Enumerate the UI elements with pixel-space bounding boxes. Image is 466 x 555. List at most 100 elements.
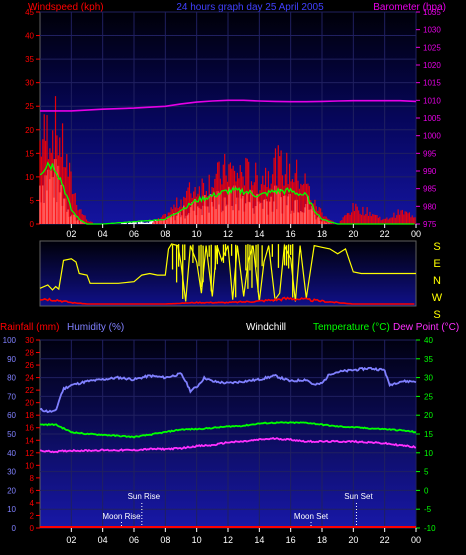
rainfall-tick-label: 14 <box>25 436 34 445</box>
legend-temperature: Temperature (°C) <box>313 322 390 333</box>
temperature-tick-label: 10 <box>424 449 433 458</box>
x-tick-label: 04 <box>98 535 108 545</box>
wind-tick-label: 30 <box>25 79 34 88</box>
x-tick-label: 10 <box>192 229 202 239</box>
legend-humidity: Humidity (%) <box>67 322 124 333</box>
compass-label: S <box>433 241 440 253</box>
rainfall-tick-label: 2 <box>30 511 35 520</box>
dew-point-line <box>39 436 417 454</box>
wind-tick-label: 20 <box>25 126 34 135</box>
wind-marks <box>39 96 417 225</box>
rainfall-tick-label: 0 <box>30 524 35 533</box>
wind-tick-label: 40 <box>25 32 34 41</box>
annotation-label: Moon Rise <box>102 512 141 521</box>
wind-tick-label: 10 <box>25 173 34 182</box>
wind-tick-label: 0 <box>30 220 35 229</box>
rainfall-tick-label: 8 <box>30 474 35 483</box>
temperature-tick-label: -5 <box>424 505 432 514</box>
temperature-tick-label: 25 <box>424 392 433 401</box>
barometer-tick-label: 1010 <box>423 96 441 105</box>
rainfall-tick-label: 6 <box>30 486 35 495</box>
humidity-tick-label: 80 <box>7 374 16 383</box>
compass-label: S <box>433 309 440 321</box>
humidity-tick-label: 70 <box>7 392 16 401</box>
rainfall-tick-label: 20 <box>25 399 34 408</box>
humidity-tick-label: 10 <box>7 505 16 514</box>
temperature-tick-label: 20 <box>424 411 433 420</box>
x-tick-label: 00 <box>411 229 421 239</box>
barometer-tick-label: 1000 <box>423 132 441 141</box>
barometer-y-ticks: 975 980 985 990 995 1000 1005 1010 1015 1020 1025 1… <box>416 8 441 229</box>
wind-y-ticks: 0 5 10 15 20 25 30 35 40 45 <box>25 8 40 229</box>
x-tick-label: 16 <box>286 229 296 239</box>
annotation-label: Sun Rise <box>128 492 161 501</box>
x-tick-label: 16 <box>286 535 296 545</box>
temperature-tick-label: 30 <box>424 374 433 383</box>
rainfall-tick-label: 28 <box>25 349 34 358</box>
barometer-tick-label: 1020 <box>423 61 441 70</box>
wind-tick-label: 15 <box>25 149 34 158</box>
humidity-tick-label: 60 <box>7 411 16 420</box>
wind-x-ticks: 02 04 06 08 10 12 14 16 18 20 22 00 <box>66 224 421 239</box>
climate-legend: Rainfall (mm) Humidity (%) Windchill Tem… <box>0 322 459 333</box>
annotation-label: Sun Set <box>344 492 373 501</box>
barometer-axis-title: Barometer (hpa) <box>373 2 446 13</box>
direction-speed-line <box>39 296 415 305</box>
barometer-tick-label: 985 <box>423 185 437 194</box>
barometer-tick-label: 995 <box>423 149 437 158</box>
x-tick-label: 04 <box>98 229 108 239</box>
temperature-y-ticks: -10 -5 0 5 10 15 20 25 30 35 40 <box>416 336 436 533</box>
rainfall-tick-label: 10 <box>25 461 34 470</box>
temperature-tick-label: 35 <box>424 355 433 364</box>
rainfall-tick-label: 12 <box>25 449 34 458</box>
temperature-tick-label: 5 <box>424 468 429 477</box>
x-tick-label: 20 <box>348 535 358 545</box>
compass-label: E <box>433 258 440 270</box>
x-tick-label: 12 <box>223 535 233 545</box>
x-tick-label: 02 <box>66 535 76 545</box>
graph-title: 24 hours graph day 25 April 2005 <box>176 2 324 13</box>
rainfall-tick-label: 26 <box>25 361 34 370</box>
humidity-line <box>39 366 417 414</box>
barometer-tick-label: 1035 <box>423 8 441 17</box>
legend-rainfall: Rainfall (mm) <box>0 322 59 333</box>
barometer-line <box>40 99 417 112</box>
barometer-tick-label: 980 <box>423 202 437 211</box>
x-tick-label: 02 <box>66 229 76 239</box>
barometer-tick-label: 1025 <box>423 43 441 52</box>
x-tick-label: 18 <box>317 229 327 239</box>
humidity-tick-label: 100 <box>3 336 17 345</box>
barometer-tick-label: 990 <box>423 167 437 176</box>
humidity-tick-label: 50 <box>7 430 16 439</box>
rainfall-tick-label: 30 <box>25 336 34 345</box>
x-tick-label: 08 <box>160 535 170 545</box>
temperature-line <box>39 421 417 439</box>
climate-marks <box>39 366 417 528</box>
barometer-tick-label: 1030 <box>423 26 441 35</box>
wind-tick-label: 25 <box>25 102 34 111</box>
x-tick-label: 00 <box>411 535 421 545</box>
rainfall-tick-label: 4 <box>30 499 35 508</box>
wind-tick-label: 35 <box>25 55 34 64</box>
wind-axis-title: Windspeed (kph) <box>28 2 104 13</box>
temperature-tick-label: -10 <box>424 524 436 533</box>
humidity-tick-label: 30 <box>7 468 16 477</box>
wind-tick-label: 45 <box>25 8 34 17</box>
x-tick-label: 22 <box>380 229 390 239</box>
temperature-tick-label: 15 <box>424 430 433 439</box>
rainfall-tick-label: 18 <box>25 411 34 420</box>
compass-label: W <box>432 292 443 304</box>
barometer-tick-label: 1005 <box>423 114 441 123</box>
wind-tick-label: 5 <box>30 196 35 205</box>
humidity-tick-label: 0 <box>12 524 17 533</box>
barometer-tick-label: 1015 <box>423 79 441 88</box>
x-tick-label: 06 <box>129 229 139 239</box>
rainfall-tick-label: 24 <box>25 374 34 383</box>
x-tick-label: 08 <box>160 229 170 239</box>
humidity-y-ticks: 0 10 20 30 40 50 60 70 80 90 100 <box>3 336 17 533</box>
x-tick-label: 22 <box>380 535 390 545</box>
